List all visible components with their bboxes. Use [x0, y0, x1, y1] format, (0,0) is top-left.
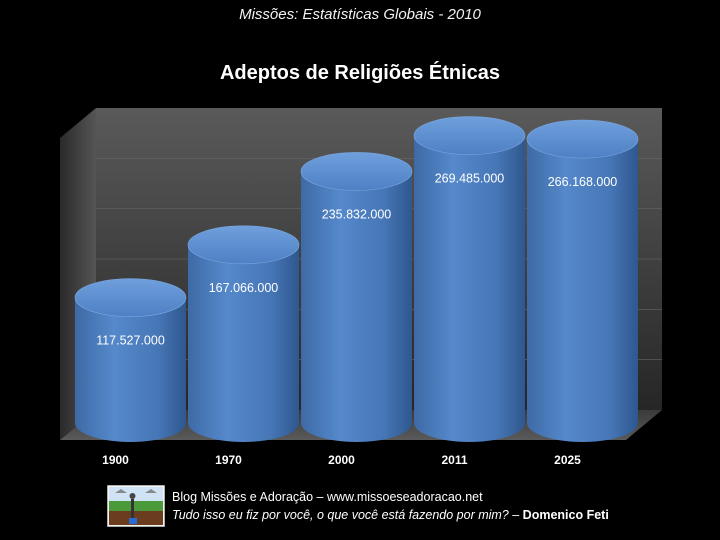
- footer-blog-line: Blog Missões e Adoração – www.missoesead…: [172, 490, 483, 504]
- bar-data-label: 235.832.000: [322, 207, 392, 221]
- footer-separator: –: [508, 508, 523, 522]
- x-tick-label: 2000: [328, 453, 355, 467]
- bar-body: [188, 244, 299, 443]
- bar-data-label: 269.485.000: [435, 172, 505, 186]
- bar: 117.527.000: [74, 278, 187, 443]
- bar: 167.066.000: [187, 225, 300, 443]
- bar-top: [187, 225, 300, 265]
- bar: 269.485.000: [413, 116, 526, 442]
- bar-body: [301, 171, 412, 443]
- x-tick-label: 1970: [215, 453, 242, 467]
- bar-top: [526, 119, 639, 159]
- bar-chart: 117.527.000 167.066.000 235.832.000 269.485…: [60, 108, 662, 467]
- bar-top: [300, 152, 413, 191]
- bar-data-label: 117.527.000: [96, 334, 165, 348]
- bar-data-label: 167.066.000: [209, 281, 279, 295]
- footer-quote-line: Tudo isso eu fiz por você, o que você es…: [172, 508, 609, 522]
- bar-body: [414, 135, 525, 442]
- bar-top: [74, 278, 187, 317]
- bar-data-label: 266.168.000: [548, 175, 618, 189]
- x-tick-label: 2025: [554, 453, 581, 467]
- x-tick-label: 1900: [102, 453, 129, 467]
- chart-title: Adeptos de Religiões Étnicas: [219, 62, 501, 84]
- x-tick-label: 2011: [441, 453, 467, 467]
- bar-top: [413, 116, 526, 155]
- page-subtitle: Missões: Estatísticas Globais - 2010: [239, 6, 481, 23]
- blog-logo-icon: [107, 485, 165, 527]
- footer-quote: Tudo isso eu fiz por você, o que você es…: [172, 508, 509, 522]
- bar-body: [527, 139, 638, 443]
- bar: 266.168.000: [526, 119, 639, 443]
- bar: 235.832.000: [300, 152, 413, 443]
- footer-author: Domenico Feti: [522, 508, 609, 522]
- bar-body: [75, 297, 186, 443]
